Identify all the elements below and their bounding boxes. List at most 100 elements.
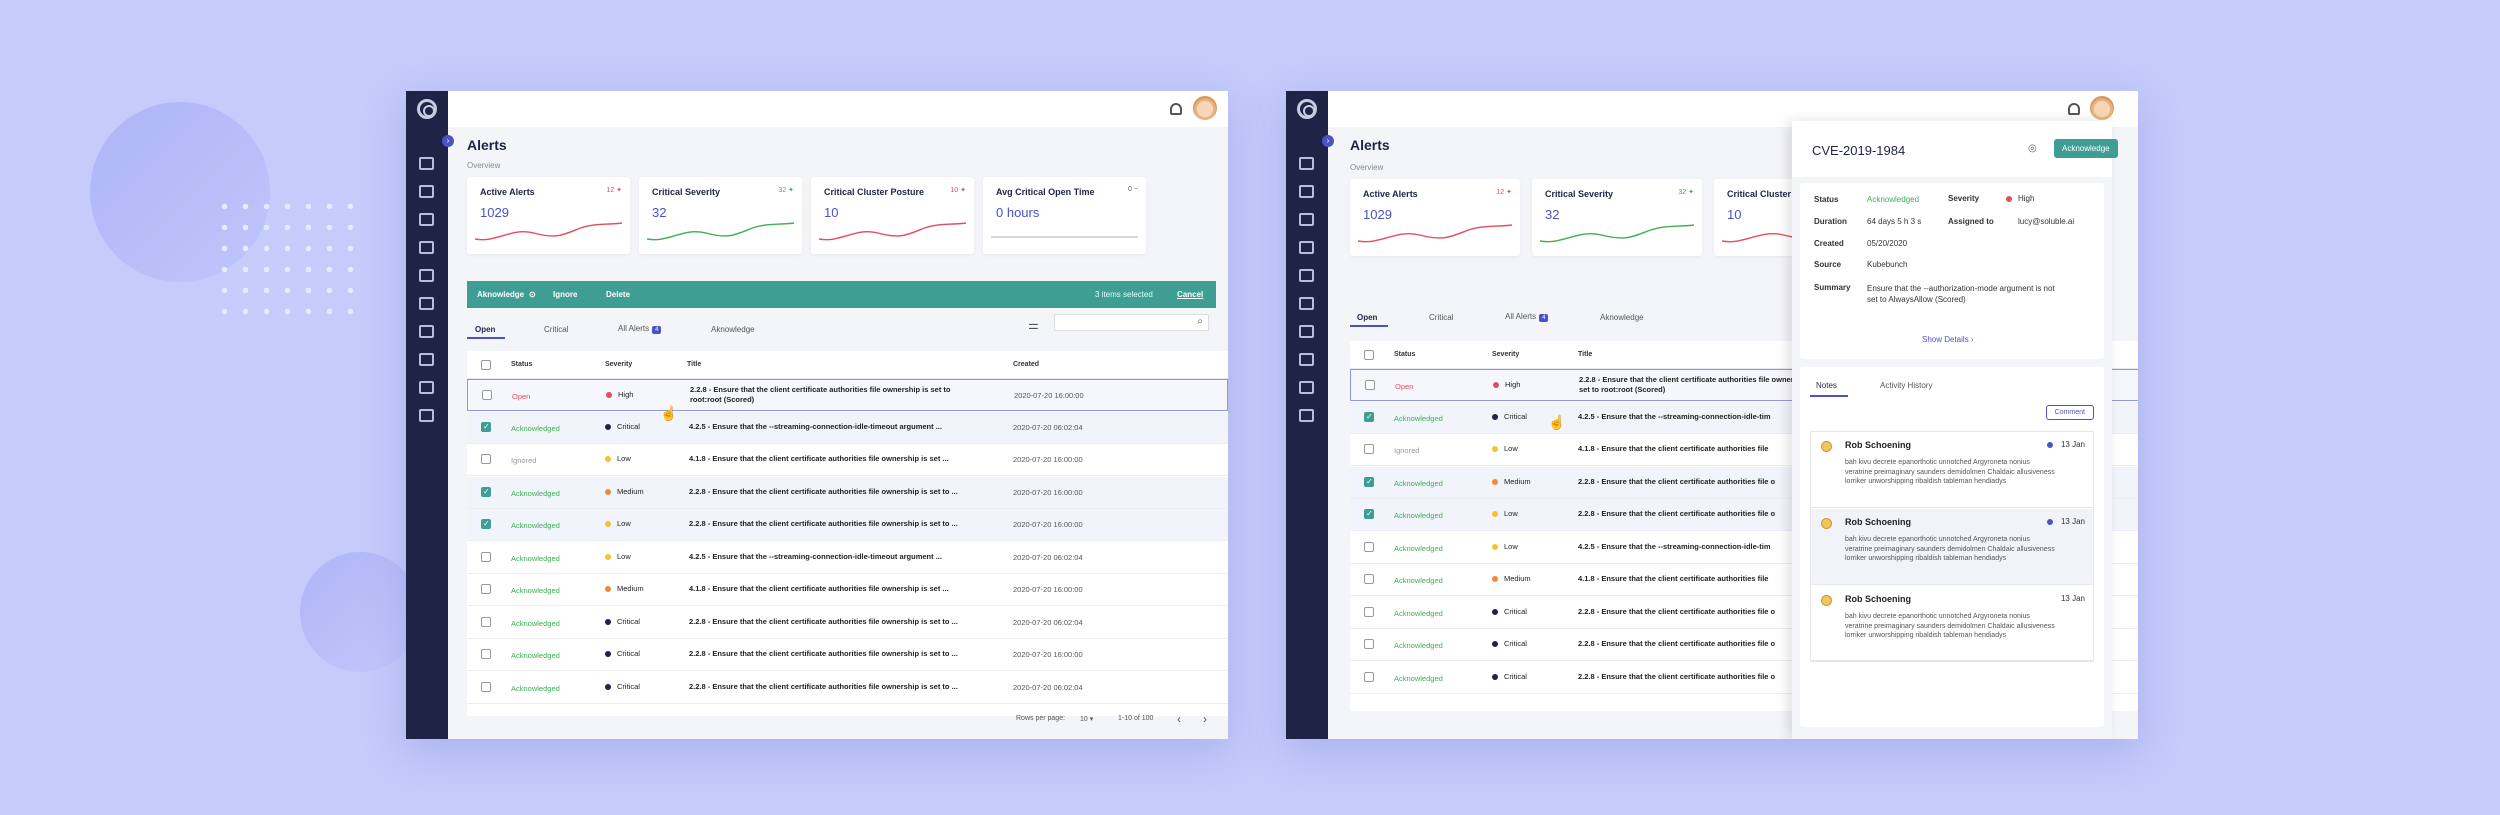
column-title[interactable]: Title [1578, 351, 1593, 358]
nav-icon[interactable] [419, 213, 434, 226]
comment-button[interactable]: Comment [2045, 405, 2094, 420]
assigned-value[interactable]: lucy@soluble.ai [2018, 217, 2075, 226]
nav-icon[interactable] [1299, 409, 1314, 422]
nav-icon[interactable] [1299, 241, 1314, 254]
select-all-checkbox[interactable] [481, 360, 491, 370]
cancel-selection-link[interactable]: Cancel [1177, 290, 1204, 299]
column-status[interactable]: Status [511, 361, 533, 368]
nav-icon[interactable] [419, 409, 434, 422]
next-page-button[interactable]: › [1203, 712, 1207, 726]
table-row[interactable]: Acknowledged Medium 4.1.8 - Ensure that th… [1350, 564, 2138, 596]
row-checkbox[interactable] [481, 584, 491, 594]
stat-card[interactable]: Avg Critical Open Time 0 hours 0 − [983, 177, 1146, 254]
breadcrumb[interactable]: Overview [467, 161, 501, 170]
bulk-acknowledge-button[interactable]: Aknowledge [477, 290, 525, 299]
tab-open[interactable]: Open [1357, 313, 1378, 322]
hide-icon[interactable]: ◎ [2028, 143, 2037, 154]
row-checkbox[interactable] [1364, 411, 1374, 422]
collapse-sidebar-button[interactable]: › [1322, 135, 1334, 147]
note-item[interactable]: Rob Schoening 13 Jan bah kivu decrete epan… [1811, 586, 2093, 662]
row-checkbox[interactable] [1364, 639, 1374, 649]
nav-icon[interactable] [1299, 297, 1314, 310]
stat-card[interactable]: Critical Severity 32 32 ✦ [639, 177, 802, 254]
nav-icon[interactable] [419, 185, 434, 198]
row-checkbox[interactable] [1364, 541, 1374, 552]
show-details-link[interactable]: Show Details › [1922, 335, 1974, 344]
avatar[interactable] [2090, 96, 2114, 120]
table-row[interactable]: Acknowledged Critical 2.2.8 - Ensure that … [1350, 629, 2138, 661]
row-checkbox[interactable] [1365, 380, 1375, 390]
table-row[interactable]: Ignored Low 4.1.8 - Ensure that the client… [1350, 434, 2138, 466]
nav-icon[interactable] [419, 381, 434, 394]
rows-per-page-select[interactable]: 10 ▾ [1080, 716, 1094, 723]
nav-icon[interactable] [419, 269, 434, 282]
tab-all-alerts[interactable]: All Alerts 4 [1505, 312, 1549, 322]
bell-icon[interactable] [2068, 103, 2080, 115]
row-checkbox[interactable] [1364, 574, 1374, 584]
select-all-checkbox[interactable] [1364, 350, 1374, 360]
row-checkbox[interactable] [481, 681, 491, 692]
tab-acknowledge[interactable]: Aknowledge [1600, 313, 1644, 322]
table-row[interactable]: Acknowledged Critical 2.2.8 - Ensure that … [467, 639, 1228, 671]
table-row[interactable]: Acknowledged Critical 2.2.8 - Ensure that … [1350, 597, 2138, 629]
note-item[interactable]: Rob Schoening 13 Jan bah kivu decrete epan… [1811, 509, 2093, 585]
nav-icon[interactable] [1299, 269, 1314, 282]
row-checkbox[interactable] [481, 421, 491, 432]
nav-icon[interactable] [419, 353, 434, 366]
table-row[interactable]: Acknowledged Critical 2.2.8 - Ensure that … [467, 607, 1228, 639]
tab-open[interactable]: Open [475, 325, 496, 334]
row-checkbox[interactable] [481, 519, 491, 529]
row-checkbox[interactable] [482, 390, 492, 400]
stat-card[interactable]: Critical Severity 32 32 ✦ [1532, 179, 1702, 256]
tab-acknowledge[interactable]: Aknowledge [711, 325, 755, 334]
nav-icon[interactable] [419, 325, 434, 338]
search-input[interactable]: ⌕ [1054, 314, 1209, 331]
table-row[interactable]: Acknowledged Medium 2.2.8 - Ensure that th… [467, 476, 1228, 509]
row-checkbox[interactable] [481, 486, 491, 497]
nav-icon[interactable] [1299, 325, 1314, 338]
table-row[interactable]: Acknowledged Low 4.2.5 - Ensure that the -… [1350, 532, 2138, 564]
row-checkbox[interactable] [481, 616, 491, 627]
collapse-sidebar-button[interactable]: › [442, 135, 454, 147]
tab-activity-history[interactable]: Activity History [1880, 381, 1933, 390]
note-item[interactable]: Rob Schoening 13 Jan bah kivu decrete epan… [1811, 432, 2093, 508]
column-status[interactable]: Status [1394, 351, 1416, 358]
bulk-delete-button[interactable]: Delete [606, 290, 631, 299]
tab-critical[interactable]: Critical [544, 325, 569, 334]
breadcrumb[interactable]: Overview [1350, 163, 1384, 172]
filter-icon[interactable]: ⚌ [1028, 318, 1039, 332]
column-title[interactable]: Title [687, 361, 702, 368]
row-checkbox[interactable] [481, 551, 491, 562]
nav-icon[interactable] [1299, 213, 1314, 226]
acknowledge-button[interactable]: Acknowledge [2054, 139, 2118, 158]
column-severity[interactable]: Severity [1492, 351, 1520, 358]
avatar[interactable] [1193, 96, 1217, 120]
table-row[interactable]: Acknowledged Critical 4.2.5 - Ensure that … [467, 411, 1228, 444]
row-checkbox[interactable] [481, 454, 491, 464]
bulk-ignore-button[interactable]: Ignore [553, 290, 578, 299]
row-checkbox[interactable] [1364, 509, 1374, 519]
column-created[interactable]: Created [1013, 361, 1040, 368]
column-severity[interactable]: Severity [605, 361, 633, 368]
table-row[interactable]: Acknowledged Low 4.2.5 - Ensure that the -… [467, 542, 1228, 574]
nav-icon[interactable] [1299, 185, 1314, 198]
table-row[interactable]: Open High 2.2.8 - Ensure that the client c… [467, 379, 1228, 411]
table-row[interactable]: Acknowledged Medium 4.1.8 - Ensure that th… [467, 574, 1228, 606]
table-row[interactable]: Ignored Low 4.1.8 - Ensure that the client… [467, 444, 1228, 476]
bell-icon[interactable] [1170, 103, 1182, 115]
nav-icon[interactable] [1299, 381, 1314, 394]
nav-icon[interactable] [1299, 157, 1314, 170]
nav-icon[interactable] [419, 297, 434, 310]
row-checkbox[interactable] [1364, 671, 1374, 682]
stat-card[interactable]: Active Alerts 1029 12 ✦ [467, 177, 630, 254]
table-row[interactable]: Acknowledged Low 2.2.8 - Ensure that the c… [467, 509, 1228, 541]
row-checkbox[interactable] [1364, 606, 1374, 617]
stat-card[interactable]: Active Alerts 1029 12 ✦ [1350, 179, 1520, 256]
row-checkbox[interactable] [1364, 444, 1374, 454]
tab-critical[interactable]: Critical [1429, 313, 1454, 322]
stat-card[interactable]: Critical Cluster Posture 10 10 ✦ [811, 177, 974, 254]
tab-all-alerts[interactable]: All Alerts 4 [618, 324, 662, 334]
prev-page-button[interactable]: ‹ [1177, 712, 1181, 726]
nav-icon[interactable] [419, 241, 434, 254]
nav-icon[interactable] [1299, 353, 1314, 366]
